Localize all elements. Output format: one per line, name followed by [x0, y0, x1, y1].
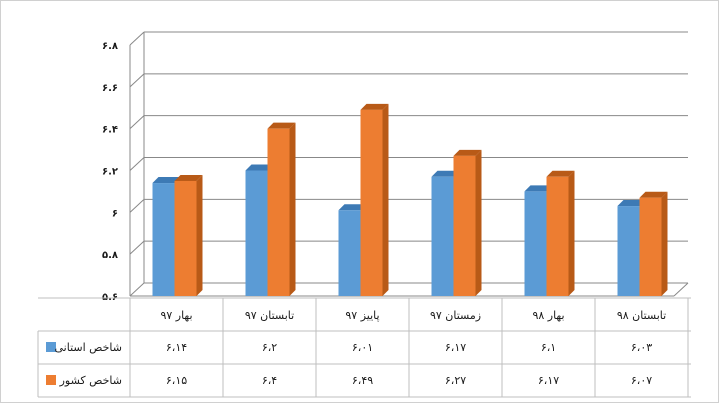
bar-0-1	[245, 170, 268, 296]
table-value-0-4: ۶،۱	[541, 341, 556, 354]
y-tick-label: ۶.۲	[102, 167, 118, 178]
x-category-label: تابستان ۹۷	[245, 309, 294, 322]
table-value-0-2: ۶،۰۱	[352, 341, 373, 354]
bar-top-0-3	[431, 170, 460, 177]
y-tick-label: ۶.۴	[102, 125, 118, 136]
x-category-label: پاییز ۹۷	[345, 309, 379, 322]
bar-side-1-5	[661, 191, 668, 296]
floor-edge-line	[673, 282, 689, 297]
bar-side-1-2	[382, 103, 389, 296]
table-value-1-2: ۶،۴۹	[352, 374, 373, 387]
bar-top-0-0	[152, 177, 181, 184]
grid-depth-line	[129, 282, 145, 297]
bar-top-1-5	[639, 191, 668, 198]
bar-1-1	[267, 128, 290, 296]
table-value-1-5: ۶،۰۷	[631, 374, 652, 387]
bar-1-3	[453, 155, 476, 296]
bar-1-4	[546, 176, 569, 296]
legend-label-0: شاخص استانی	[54, 341, 122, 354]
grid-depth-line	[129, 157, 145, 171]
grid-depth-line	[129, 73, 145, 88]
x-category-label: بهار ۹۸	[532, 309, 564, 322]
table-value-1-1: ۶،۴	[262, 374, 277, 387]
bar-0-4	[524, 191, 547, 296]
bar-1-0	[174, 180, 197, 296]
table-value-1-4: ۶،۱۷	[538, 374, 559, 387]
x-category-label: زمستان ۹۷	[430, 309, 481, 322]
bar-top-1-2	[360, 103, 389, 110]
bar-top-0-2	[338, 204, 367, 211]
grid-depth-line	[129, 115, 145, 130]
y-tick-label: ۵.۸	[102, 250, 118, 261]
grid-depth-line	[129, 240, 145, 255]
y-tick-label: ۶.۶	[102, 83, 118, 94]
bar-top-0-1	[245, 164, 274, 171]
legend-label-1: شاخص کشور	[59, 374, 122, 387]
y-tick-label: ۶.۸	[102, 41, 118, 52]
bar-top-1-1	[267, 122, 296, 129]
legend-swatch-0	[46, 342, 56, 352]
bar-0-2	[338, 210, 361, 296]
x-category-label: بهار ۹۷	[160, 309, 192, 322]
bar-top-1-0	[174, 174, 203, 181]
table-value-0-0: ۶،۱۴	[166, 341, 187, 354]
bar-top-0-5	[617, 200, 646, 207]
bar-0-5	[617, 206, 640, 296]
x-category-label: تابستان ۹۸	[617, 309, 666, 322]
legend-swatch-1	[46, 375, 56, 385]
bar-0-0	[152, 183, 175, 296]
bar-side-1-0	[196, 174, 203, 296]
table-value-1-0: ۶،۱۵	[166, 374, 187, 387]
bar-top-1-4	[546, 170, 575, 177]
grid-depth-line	[129, 198, 145, 213]
bar-0-3	[431, 176, 454, 296]
bar-side-1-3	[475, 149, 482, 296]
grid-depth-line	[129, 31, 145, 46]
table-value-0-5: ۶،۰۳	[631, 341, 652, 354]
bar-side-1-4	[568, 170, 575, 296]
bar-top-0-4	[524, 185, 553, 192]
bar-1-5	[639, 197, 662, 296]
table-value-0-3: ۶،۱۷	[445, 341, 466, 354]
bar-side-1-1	[289, 122, 296, 297]
y-tick-label: ۶	[112, 208, 118, 219]
table-value-0-1: ۶،۲	[262, 341, 277, 354]
bar-top-1-3	[453, 149, 482, 156]
bar-1-2	[360, 109, 383, 296]
table-value-1-3: ۶،۲۷	[445, 374, 466, 387]
